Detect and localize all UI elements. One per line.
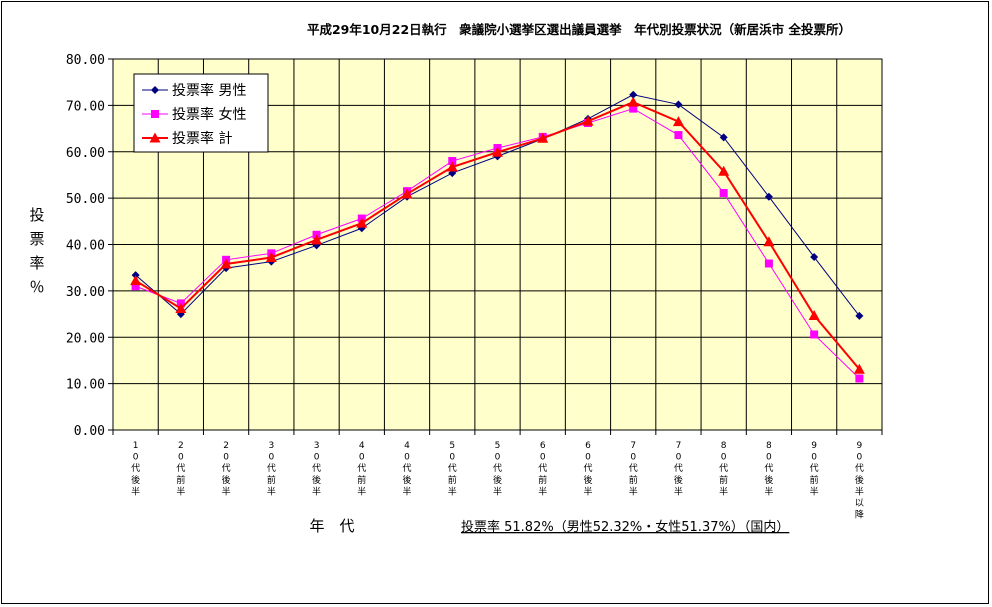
category-label: 8 0 代前半 [719,441,728,497]
legend-marker [151,86,159,94]
y-tick-label: 10.00 [66,378,105,393]
data-point [810,330,819,339]
data-point [764,192,773,201]
data-point [311,234,323,245]
x-axis-label: 年 代 [309,517,354,535]
data-point [808,309,820,320]
series-layer [130,90,865,383]
category-label: 4 0 代前半 [357,441,366,497]
data-point [629,104,638,113]
data-point [446,161,458,172]
x-axis-categories: 1 0 代後半 2 0 代前半 2 0 代後半 3 0 代前半 3 0 代後半 4 0 代前半 4 0 代後半 5 0 代前半… [131,441,864,521]
data-point [855,311,864,320]
category-label: 7 0 代前半 [629,441,638,497]
data-point [853,363,865,374]
y-axis-label: 投票率％ [29,206,44,296]
category-label: 6 0 代後半 [583,441,592,497]
y-tick-label: 0.00 [74,424,105,439]
y-tick-label: 60.00 [66,146,105,161]
category-label: 2 0 代前半 [176,441,185,497]
y-axis-label-text: 投票率％ [29,206,44,296]
legend-item-1: 投票率 男性 [142,82,246,99]
data-point [175,302,187,313]
category-label: 5 0 代前半 [448,441,457,497]
data-point [131,271,140,280]
data-point [763,236,775,247]
data-point [130,275,142,286]
category-label: 2 0 代後半 [222,441,231,497]
legend-label: 投票率 計 [172,130,232,147]
y-tick-label: 20.00 [66,331,105,346]
category-label: 5 0 代後半 [493,441,502,497]
turnout-note: 投票率 51.82%（男性52.32%・女性51.37%）（国内） [461,519,789,535]
data-point [131,282,140,291]
category-label: 4 0 代後半 [403,441,412,497]
data-point [674,131,683,140]
category-label: 1 0 代後半 [131,441,140,497]
category-label: 3 0 代後半 [312,441,321,497]
data-point [855,374,864,383]
category-label: 6 0 代前半 [538,441,547,497]
data-point [672,116,684,127]
data-point [718,165,730,176]
data-point [537,132,549,143]
data-point [719,189,728,198]
category-label: 3 0 代前半 [267,441,276,497]
legend-marker [149,132,161,143]
category-label: 7 0 代後半 [674,441,683,497]
chart-title: 平成29年10月22日執行 衆議院小選挙区選出議員選挙 年代別投票状況（新居浜市… [307,22,851,37]
data-point [764,259,773,268]
y-tick-label: 50.00 [66,192,105,207]
category-label: 9 0 代後半以降 [855,441,864,521]
data-point [627,96,639,107]
y-tick-label: 70.00 [66,99,105,114]
legend-item-2: 投票率 女性 [142,106,246,123]
data-point [719,133,728,142]
category-label: 9 0 代前半 [810,441,819,497]
data-point [401,188,413,199]
data-point [629,90,638,99]
data-point [492,146,503,157]
legend-label: 投票率 女性 [172,106,246,123]
data-point [582,115,594,126]
legend-label: 投票率 男性 [172,82,246,99]
y-tick-label: 30.00 [66,285,105,300]
data-point [265,251,277,262]
data-point [810,253,819,262]
series-3 [130,96,865,374]
data-point [220,258,232,269]
legend-marker [151,110,159,118]
y-tick-label: 80.00 [66,53,105,68]
category-label: 8 0 代後半 [764,441,773,497]
data-point [674,100,683,109]
data-point [448,157,457,166]
legend-item-3: 投票率 計 [142,130,232,147]
y-tick-label: 40.00 [66,239,105,254]
data-point [356,217,368,228]
y-axis-ticks: 0.00 10.00 20.00 30.00 40.00 50.00 60.00 70.00 8… [66,53,105,439]
